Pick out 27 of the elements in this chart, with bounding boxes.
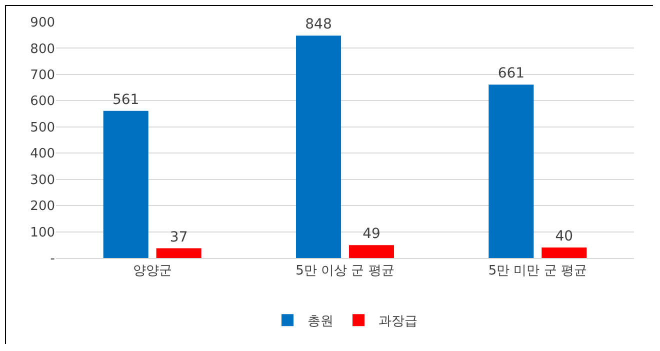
x-tick-label: 5만 미만 군 평균 xyxy=(488,264,588,279)
y-tick-label: 800 xyxy=(30,42,55,57)
y-tick-label: 200 xyxy=(30,199,55,214)
y-tick-label: 700 xyxy=(30,68,55,83)
y-tick-label: - xyxy=(50,252,56,267)
bar xyxy=(156,248,202,258)
legend-label: 과장급 xyxy=(378,314,418,330)
x-tick-label: 양양군 xyxy=(132,264,172,279)
y-tick-label: 600 xyxy=(30,94,55,110)
data-label: 40 xyxy=(555,228,574,245)
bar xyxy=(103,110,148,258)
y-tick-label: 900 xyxy=(30,16,55,31)
bar xyxy=(348,245,394,258)
y-tick-label: 300 xyxy=(30,172,55,188)
data-label: 661 xyxy=(498,66,525,82)
legend-label: 총원 xyxy=(308,314,334,330)
y-tick-label: 400 xyxy=(30,146,55,162)
x-tick-label: 5만 이상 군 평균 xyxy=(296,264,394,279)
y-tick-label: 500 xyxy=(30,120,55,136)
bar xyxy=(542,248,587,258)
data-label: 49 xyxy=(362,226,380,242)
y-tick-label: 100 xyxy=(30,225,55,240)
bar xyxy=(296,36,342,258)
data-label: 848 xyxy=(305,16,332,33)
data-label: 561 xyxy=(112,92,140,108)
data-label: 37 xyxy=(170,229,188,246)
bar xyxy=(488,84,534,258)
